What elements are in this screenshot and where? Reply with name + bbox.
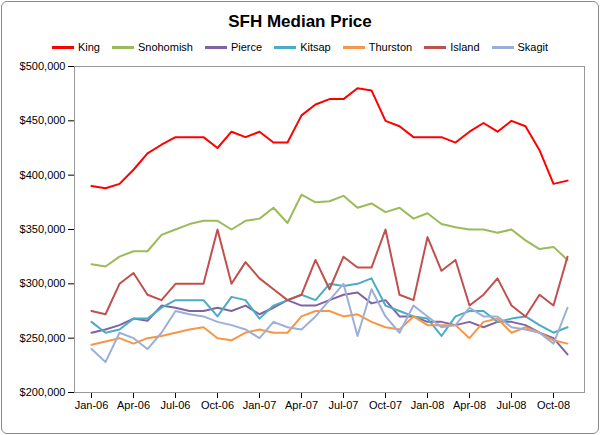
svg-text:$250,000: $250,000	[20, 332, 66, 344]
html-text:King: King	[77, 41, 100, 53]
svg-text:Jan-07: Jan-07	[243, 399, 277, 411]
svg-text:$300,000: $300,000	[20, 277, 66, 289]
html-text:Skagit: Skagit	[517, 41, 549, 53]
svg-text:$200,000: $200,000	[20, 386, 66, 398]
svg-text:Jan-06: Jan-06	[75, 399, 109, 411]
svg-text:Apr-07: Apr-07	[285, 399, 318, 411]
svg-text:Jul-08: Jul-08	[497, 399, 527, 411]
svg-text:Oct-08: Oct-08	[537, 399, 570, 411]
html-text:Kitsap: Kitsap	[300, 41, 331, 53]
svg-text:Oct-07: Oct-07	[369, 399, 402, 411]
html-text:SFH Median Price: SFH Median Price	[228, 12, 372, 31]
html-text:Pierce: Pierce	[231, 41, 263, 53]
svg-text:Jul-06: Jul-06	[161, 399, 191, 411]
html-text:Snohomish: Snohomish	[137, 41, 193, 53]
html-text:Thurston: Thurston	[368, 41, 413, 53]
svg-text:$350,000: $350,000	[20, 223, 66, 235]
svg-text:$500,000: $500,000	[20, 60, 66, 72]
svg-text:Jul-07: Jul-07	[329, 399, 359, 411]
html-text:Island: Island	[450, 41, 480, 53]
svg-text:Oct-06: Oct-06	[201, 399, 234, 411]
svg-text:$450,000: $450,000	[20, 114, 66, 126]
svg-text:Apr-06: Apr-06	[117, 399, 150, 411]
svg-text:Jan-08: Jan-08	[411, 399, 445, 411]
svg-text:Apr-08: Apr-08	[453, 399, 486, 411]
svg-text:$400,000: $400,000	[20, 169, 66, 181]
